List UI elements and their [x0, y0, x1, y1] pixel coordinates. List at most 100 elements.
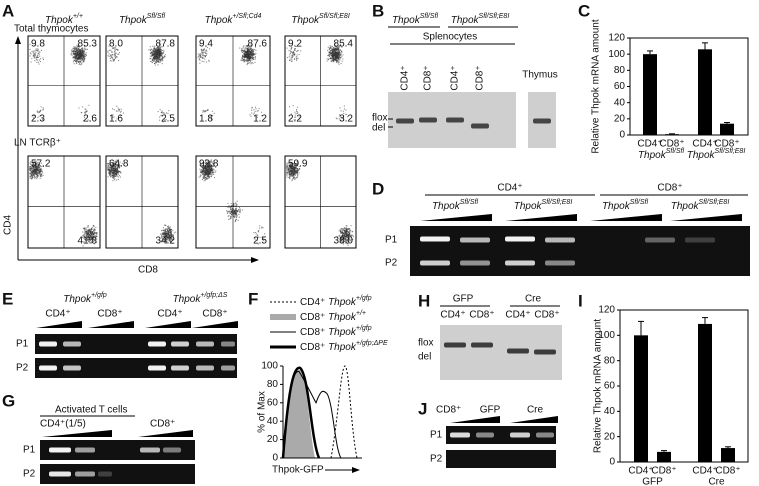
event-dot — [109, 172, 111, 174]
quadrant-value: 34.2 — [156, 236, 176, 247]
event-dot — [347, 239, 349, 241]
event-dot — [230, 212, 232, 214]
event-dot — [109, 164, 111, 166]
event-dot — [84, 238, 86, 240]
event-dot — [109, 60, 111, 62]
event-dot — [157, 110, 159, 113]
event-dot — [166, 238, 169, 240]
event-dot — [117, 173, 119, 175]
event-dot — [113, 60, 115, 62]
event-dot — [70, 53, 72, 55]
event-dot — [229, 213, 231, 215]
event-dot — [87, 225, 89, 227]
y-tick-label: 0 — [609, 457, 615, 468]
event-dot — [160, 54, 162, 56]
event-dot — [95, 237, 97, 239]
event-dot — [291, 46, 293, 49]
event-dot — [84, 230, 86, 232]
event-dot — [201, 60, 203, 62]
event-dot — [151, 55, 153, 57]
event-dot — [292, 172, 294, 174]
event-dot — [93, 237, 95, 239]
event-dot — [34, 161, 36, 163]
event-dot — [204, 179, 206, 181]
event-dot — [337, 62, 339, 64]
event-dot — [33, 166, 36, 168]
event-dot — [230, 216, 232, 218]
row-label: LN TCRβ⁺ — [14, 138, 61, 149]
event-dot — [37, 170, 39, 172]
y-tick-label: 20 — [604, 431, 616, 442]
event-dot — [297, 170, 299, 172]
event-dot — [200, 50, 203, 52]
event-dot — [257, 231, 259, 233]
event-dot — [169, 229, 171, 231]
event-dot — [342, 237, 344, 239]
event-dot — [108, 167, 111, 169]
event-dot — [199, 44, 201, 46]
event-dot — [291, 162, 293, 164]
event-dot — [289, 177, 291, 179]
event-dot — [230, 215, 232, 217]
gel-band — [39, 365, 57, 371]
event-dot — [212, 171, 214, 173]
event-dot — [38, 115, 40, 117]
event-dot — [251, 54, 253, 56]
event-dot — [205, 50, 207, 52]
event-dot — [341, 227, 343, 230]
event-dot — [92, 230, 94, 232]
event-dot — [330, 53, 332, 55]
event-dot — [83, 232, 86, 234]
gel-band — [510, 432, 530, 438]
event-dot — [344, 236, 346, 238]
event-dot — [343, 238, 345, 240]
event-dot — [347, 234, 350, 236]
event-dot — [155, 50, 157, 52]
event-dot — [32, 55, 34, 57]
quadrant-value: 64.8 — [109, 159, 129, 170]
event-dot — [76, 47, 78, 49]
event-dot — [164, 239, 166, 241]
event-dot — [112, 176, 114, 178]
event-dot — [108, 165, 110, 167]
event-dot — [338, 47, 340, 49]
event-dot — [286, 47, 288, 49]
event-dot — [349, 239, 351, 241]
event-dot — [172, 239, 175, 241]
event-dot — [239, 47, 241, 49]
event-dot — [245, 59, 247, 61]
event-dot — [112, 114, 114, 116]
event-dot — [208, 176, 210, 179]
event-dot — [334, 54, 336, 56]
event-dot — [345, 235, 348, 237]
event-dot — [341, 51, 343, 53]
event-dot — [88, 241, 90, 243]
event-dot — [332, 57, 334, 59]
event-dot — [42, 172, 44, 174]
event-dot — [110, 166, 112, 168]
event-dot — [247, 48, 250, 50]
event-dot — [210, 170, 212, 172]
event-dot — [35, 173, 37, 176]
event-dot — [30, 161, 32, 163]
event-dot — [241, 51, 244, 54]
event-dot — [292, 163, 294, 165]
event-dot — [115, 110, 117, 112]
event-dot — [161, 46, 163, 48]
event-dot — [85, 110, 87, 112]
event-dot — [31, 173, 33, 175]
event-dot — [109, 166, 111, 168]
event-dot — [248, 57, 250, 59]
event-dot — [246, 51, 249, 53]
event-dot — [39, 170, 41, 172]
event-dot — [247, 58, 249, 60]
event-dot — [37, 61, 40, 63]
event-dot — [169, 237, 171, 239]
event-dot — [171, 234, 173, 236]
event-dot — [156, 55, 158, 57]
event-dot — [242, 50, 244, 52]
event-dot — [87, 237, 89, 239]
event-dot — [336, 45, 338, 47]
event-dot — [346, 228, 348, 230]
cell-header: CD4⁺ — [497, 183, 522, 194]
